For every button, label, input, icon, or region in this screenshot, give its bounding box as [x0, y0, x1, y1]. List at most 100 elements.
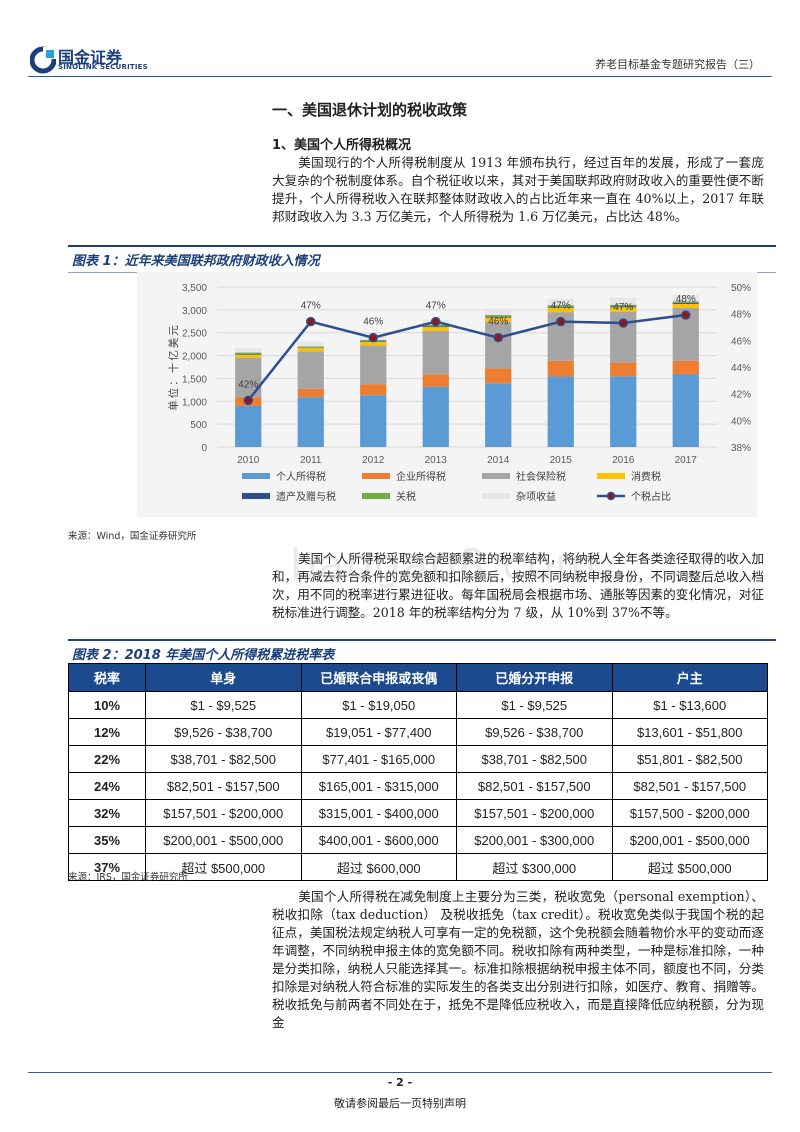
table-header-cell: 单身 [145, 663, 302, 692]
bar-segment [547, 305, 574, 307]
table-row: 10% $1 - $9,525 $1 - $19,050 $1 - $9,525 $1 … [68, 691, 768, 719]
bar-segment [672, 303, 699, 308]
bar-segment [360, 341, 387, 346]
bracket-cell: 超过 $600,000 [300, 853, 457, 881]
table-row: 22% $38,701 - $82,500 $77,401 - $165,000 $3… [68, 745, 768, 773]
bracket-cell: $400,001 - $600,000 [300, 826, 457, 854]
figure-2-caption: 图表 2：2018 年美国个人所得税累进税率表 [68, 639, 776, 666]
bar-segment [360, 345, 387, 385]
share-data-label: 48% [676, 294, 696, 305]
bracket-cell: $200,001 - $500,000 [145, 826, 302, 854]
company-logo [28, 44, 148, 74]
bar-segment [422, 326, 449, 328]
watermark: baogao8.com [290, 540, 598, 589]
legend-swatch [482, 473, 510, 479]
bracket-cell: $1 - $19,050 [300, 691, 457, 719]
y-tick-label: 1,000 [182, 397, 207, 408]
figure-2-source: 来源：IRS，国金证券研究所 [68, 872, 188, 883]
bar-segment [297, 348, 324, 352]
bar-segment [610, 297, 637, 305]
report-title: 养老目标基金专题研究报告（三） [595, 58, 760, 71]
legend-label: 遗产及赠与税 [276, 490, 336, 503]
rate-cell: 22% [68, 745, 146, 773]
bar-segment [547, 307, 574, 313]
bar-segment [422, 330, 449, 375]
bracket-cell: $82,501 - $157,500 [145, 772, 302, 800]
legend-swatch [362, 493, 390, 499]
bracket-cell: $157,501 - $200,000 [145, 799, 302, 827]
tax-rate-table: 税率 单身 已婚联合申报或丧偶 已婚分开申报 户主 10% $1 - $9,525… [68, 663, 768, 881]
bar-segment [610, 362, 637, 377]
bar-segment [672, 302, 699, 304]
bar-segment [485, 315, 512, 317]
bar-segment [422, 374, 449, 387]
bracket-cell: $157,500 - $200,000 [611, 799, 768, 827]
share-data-label: 47% [426, 301, 446, 312]
paragraph-1-text: 美国现行的个人所得税制度从 1913 年颁布执行，经过百年的发展，形成了一套庞大… [272, 155, 764, 224]
share-data-label: 47% [613, 302, 633, 313]
y-axis-label: 单位：十亿美元 [167, 323, 180, 411]
header-divider [28, 76, 772, 77]
legend-label: 消费税 [631, 470, 661, 483]
table-header-cell: 已婚分开申报 [456, 663, 613, 692]
x-tick-label: 2017 [675, 455, 698, 466]
bracket-cell: $1 - $9,525 [145, 691, 302, 719]
bracket-cell: $1 - $9,525 [456, 691, 613, 719]
y-tick-label: 2,500 [182, 329, 207, 340]
bracket-cell: $82,501 - $157,500 [611, 772, 768, 800]
y2-tick-label: 38% [731, 443, 751, 454]
page-number: - 2 - [387, 1076, 413, 1089]
legend-swatch [482, 493, 510, 499]
disclaimer-note: 敬请参阅最后一页特别声明 [334, 1097, 466, 1110]
bracket-cell: $1 - $13,600 [611, 691, 768, 719]
table-row: 35% $200,001 - $500,000 $400,001 - $600,00… [68, 826, 768, 854]
y-tick-label: 3,500 [182, 283, 207, 294]
footer-divider [28, 1072, 772, 1073]
bar-segment [235, 353, 262, 355]
y-tick-label: 1,500 [182, 374, 207, 385]
share-point [306, 316, 316, 327]
x-tick-label: 2010 [237, 455, 260, 466]
share-data-label: 46% [363, 317, 383, 328]
paragraph-1: 美国现行的个人所得税制度从 1913 年颁布执行，经过百年的发展，形成了一套庞大… [272, 154, 764, 226]
table-row: 24% $82,501 - $157,500 $165,001 - $315,000… [68, 772, 768, 800]
bar-segment [610, 376, 637, 447]
bracket-cell: $38,701 - $82,500 [145, 745, 302, 773]
table-row: 32% $157,501 - $200,000 $315,001 - $400,00… [68, 799, 768, 827]
bar-segment [485, 317, 512, 322]
legend-label: 个人所得税 [276, 470, 326, 483]
rate-cell: 10% [68, 691, 146, 719]
bar-segment [360, 384, 387, 396]
bar-segment [547, 360, 574, 377]
logo-text-cn: 国金证券 [58, 48, 123, 67]
table-row: 37% 超过 $500,000 超过 $600,000 超过 $300,000 超过 $… [68, 853, 768, 881]
y-tick-label: 500 [190, 420, 207, 431]
legend-swatch [242, 493, 270, 499]
bar-segment [672, 374, 699, 447]
legend-swatch [242, 473, 270, 479]
x-tick-label: 2016 [612, 455, 635, 466]
legend-swatch-marker [606, 491, 616, 501]
table-header-cell: 已婚联合申报或丧偶 [300, 663, 457, 692]
figure-1-source: 来源：Wind，国金证券研究所 [68, 531, 197, 542]
bar-segment [235, 357, 262, 398]
y2-tick-label: 48% [731, 310, 751, 321]
rate-cell: 32% [68, 799, 146, 827]
rate-cell: 12% [68, 718, 146, 746]
bracket-cell: $82,501 - $157,500 [456, 772, 613, 800]
bar-segment [297, 346, 324, 348]
share-point [368, 332, 378, 343]
share-data-label: 42% [238, 379, 258, 390]
y2-tick-label: 42% [731, 390, 751, 401]
share-data-label: 47% [301, 301, 321, 312]
bar-segment [610, 304, 637, 307]
bar-segment [297, 397, 324, 447]
rate-cell: 37% [68, 853, 146, 881]
bracket-cell: $19,051 - $77,400 [300, 718, 457, 746]
bar-segment [672, 301, 699, 303]
table-header-cell: 税率 [68, 663, 146, 692]
y-tick-label: 3,000 [182, 306, 207, 317]
bracket-cell: $38,701 - $82,500 [456, 745, 613, 773]
logo-mark-icon [30, 46, 56, 74]
rate-cell: 24% [68, 772, 146, 800]
